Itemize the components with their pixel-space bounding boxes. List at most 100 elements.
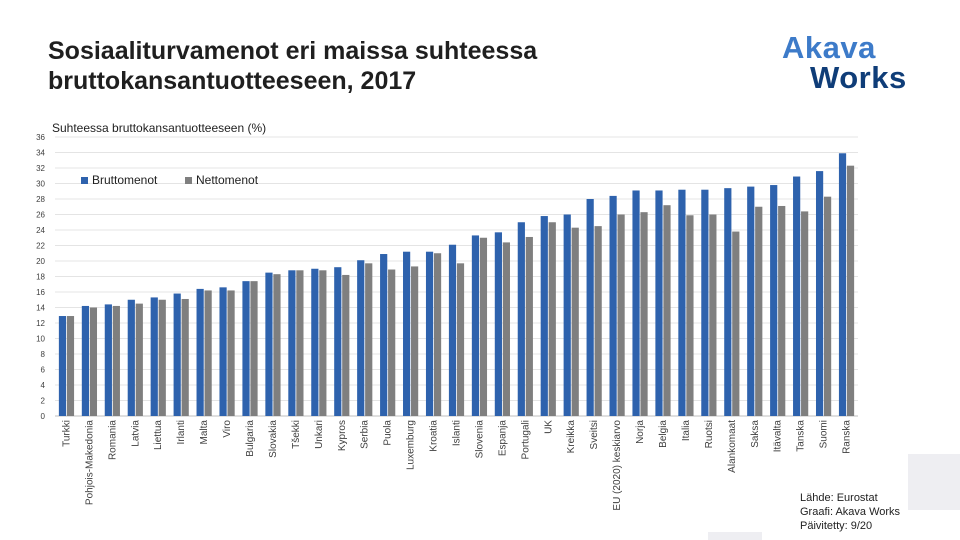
bar-net — [388, 269, 396, 416]
bar-net — [502, 242, 510, 416]
chart-title: Suhteessa bruttokansantuotteeseen (%) — [52, 121, 267, 135]
source-text: Lähde: Eurostat — [800, 492, 878, 504]
bar-net — [342, 274, 350, 416]
legend-swatch-gross — [81, 177, 88, 184]
x-tick-label: Luxemburg — [406, 420, 417, 470]
bar-gross — [793, 176, 801, 416]
legend-label-net: Nettomenot — [196, 173, 259, 187]
x-tick-label: Tšekki — [291, 420, 302, 449]
y-tick-label: 24 — [36, 226, 45, 235]
x-tick-label: Sveitsi — [589, 420, 600, 449]
x-tick-label: Slovenia — [474, 420, 485, 459]
bar-net — [571, 227, 579, 416]
x-tick-label: Suomi — [819, 420, 830, 448]
bar-gross — [150, 297, 158, 416]
bar-net — [479, 237, 488, 416]
y-tick-label: 30 — [36, 180, 45, 189]
x-tick-label: Kroatia — [429, 420, 440, 452]
bar-net — [846, 165, 855, 416]
logo-line-2: Works — [810, 60, 907, 95]
bar-net — [66, 316, 75, 416]
bar-gross — [81, 305, 90, 416]
x-tick-label: Tanska — [796, 420, 807, 452]
title-line-1: Sosiaaliturvamenot eri maissa suhteessa — [48, 37, 538, 65]
bar-net — [456, 263, 465, 416]
bar-gross — [609, 195, 617, 416]
bar-net — [801, 211, 809, 416]
y-tick-label: 16 — [36, 288, 45, 297]
x-tick-label: Kypros — [337, 420, 348, 451]
source-note: Lähde: Eurostat Graafi: Akava Works Päiv… — [800, 491, 900, 533]
y-tick-label: 26 — [36, 211, 45, 220]
y-tick-label: 28 — [36, 195, 45, 204]
bar-net — [548, 222, 556, 416]
legend-swatch-net — [185, 177, 192, 184]
x-tick-label: Romania — [107, 420, 118, 460]
bar-gross — [127, 299, 135, 416]
x-tick-label: Belgia — [658, 420, 669, 448]
updated-date: Päivitetty: 9/20 — [800, 520, 873, 532]
bar-gross — [838, 153, 847, 416]
x-tick-label: Irlanti — [176, 420, 187, 444]
bar-gross — [196, 288, 204, 416]
bar-gross — [517, 222, 525, 416]
bar-net — [732, 231, 740, 416]
bar-gross — [403, 251, 411, 416]
bar-gross — [678, 189, 686, 416]
x-tick-label: Puola — [383, 420, 394, 446]
bar-net — [365, 263, 373, 416]
y-tick-label: 8 — [41, 350, 46, 359]
x-tick-label: UK — [543, 420, 554, 434]
bar-gross — [701, 189, 709, 416]
decorative-block — [908, 454, 960, 510]
bar-gross — [724, 188, 732, 416]
bar-gross — [540, 216, 548, 416]
decorative-strip — [708, 532, 762, 540]
legend-label-gross: Bruttomenot — [92, 173, 158, 187]
bar-gross — [265, 272, 273, 416]
bar-net — [617, 214, 625, 416]
x-tick-label: Pohjois-Makedonia — [84, 420, 95, 505]
logo-line-1: Akava — [782, 30, 876, 65]
bar-gross — [334, 267, 342, 416]
bar-gross — [563, 214, 571, 416]
bar-net — [411, 266, 419, 416]
page-title: Sosiaaliturvamenot eri maissa suhteessa … — [48, 36, 537, 96]
y-tick-label: 2 — [41, 397, 46, 406]
y-tick-label: 0 — [41, 412, 46, 421]
bar-gross — [815, 171, 824, 416]
x-tick-label: Malta — [199, 420, 210, 445]
bar-gross — [219, 287, 227, 416]
x-tick-label: Itävalta — [773, 420, 784, 453]
akava-works-logo: Akava Works — [782, 32, 922, 94]
title-line-2: bruttokansantuotteeseen, 2017 — [48, 67, 417, 95]
bar-net — [158, 299, 166, 416]
bar-gross — [242, 281, 250, 416]
x-tick-label: Saksa — [750, 420, 761, 448]
bar-gross — [632, 190, 640, 416]
x-tick-label: Viro — [222, 420, 233, 438]
bar-net — [823, 196, 832, 416]
bar-net — [89, 307, 98, 416]
y-tick-label: 6 — [41, 366, 46, 375]
bar-gross — [494, 232, 502, 416]
bar-net — [663, 205, 671, 416]
x-tick-label: Espanja — [497, 420, 508, 457]
bar-net — [296, 270, 304, 416]
bar-gross — [586, 199, 594, 416]
x-tick-label: EU (2020) keskiarvo — [612, 420, 623, 511]
x-tick-label: Latvia — [130, 420, 141, 447]
bar-gross — [655, 190, 663, 416]
bar-gross — [770, 185, 778, 416]
y-tick-label: 10 — [36, 335, 45, 344]
bar-net — [755, 206, 763, 416]
y-tick-label: 20 — [36, 257, 45, 266]
x-tick-label: Ruotsi — [704, 420, 715, 448]
bar-gross — [357, 260, 365, 416]
y-tick-label: 12 — [36, 319, 45, 328]
y-tick-label: 34 — [36, 149, 45, 158]
x-tick-label: Alankomaat — [727, 420, 738, 473]
x-tick-label: Turkki — [61, 420, 72, 447]
bar-net — [135, 303, 143, 416]
